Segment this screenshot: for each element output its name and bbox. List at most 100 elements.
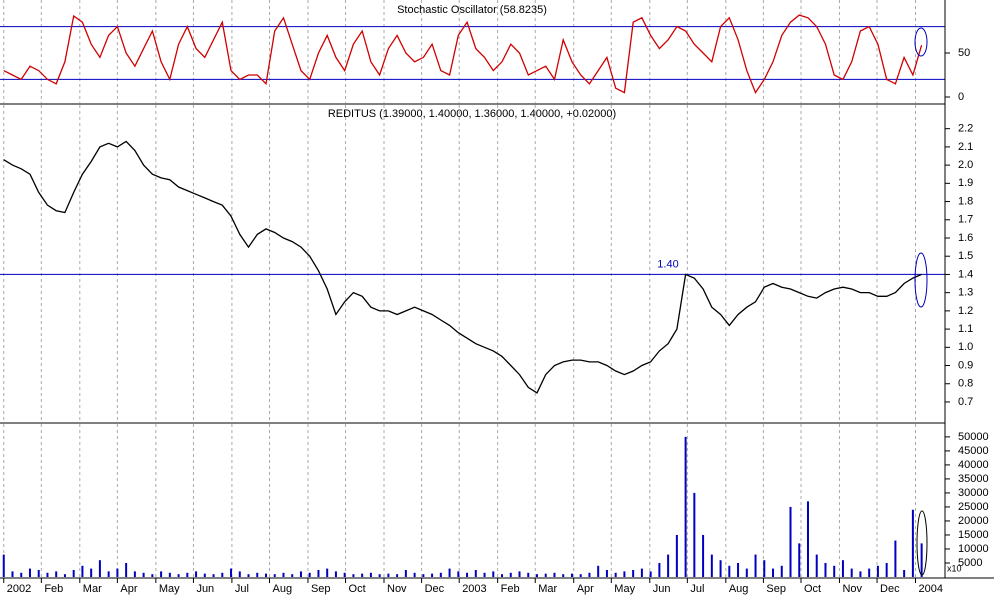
highlight-ellipse — [916, 510, 928, 576]
reference-label: 1.40 — [657, 258, 678, 270]
volume-bar — [894, 540, 897, 577]
volume-bar — [885, 562, 888, 577]
y-tick-label: 1.6 — [958, 232, 973, 244]
y-tick-label: 0.7 — [958, 396, 973, 408]
annotation: x10 — [947, 563, 962, 573]
volume-bar — [570, 573, 573, 577]
volume-bar — [107, 571, 110, 577]
panel-title: Stochastic Oscillator (58.8235) — [397, 4, 547, 16]
volume-bar — [212, 574, 215, 577]
volume-bar — [46, 572, 49, 577]
volume-bar — [920, 543, 923, 577]
volume-bar — [334, 571, 337, 577]
volume-bar — [518, 571, 521, 577]
volume-bar — [745, 568, 748, 577]
volume-bar — [684, 436, 687, 577]
volume-bar — [702, 534, 705, 577]
volume-bar — [649, 571, 652, 577]
volume-bar — [2, 554, 5, 577]
volume-bar — [737, 562, 740, 577]
mark-layer — [2, 14, 923, 577]
y-tick-label: 50000 — [958, 431, 989, 443]
volume-bar — [265, 573, 267, 577]
y-tick-label: 1.2 — [958, 305, 973, 317]
x-tick-label: Jun — [196, 583, 214, 595]
y-tick-label: 0.9 — [958, 359, 973, 371]
volume-bar — [492, 571, 495, 577]
volume-bar — [501, 574, 504, 577]
volume-bar — [369, 572, 372, 577]
volume-bar — [142, 572, 145, 577]
volume-bar — [824, 562, 827, 577]
y-tick-label: 1.8 — [958, 195, 973, 207]
volume-bar — [457, 571, 460, 577]
volume-bar — [772, 568, 775, 577]
x-tick-label: Apr — [577, 583, 594, 595]
x-tick-label: Aug — [272, 583, 292, 595]
volume-bar — [317, 569, 320, 577]
x-tick-label: Aug — [729, 583, 749, 595]
y-tick-label: 1.5 — [958, 250, 973, 262]
volume-bar — [28, 568, 31, 577]
x-tick-label: Jul — [690, 583, 704, 595]
grid-layer — [0, 0, 945, 577]
y-tick-label: 50 — [958, 47, 970, 59]
x-tick-label: Sep — [311, 583, 331, 595]
x-tick-label: Mar — [83, 583, 102, 595]
volume-bar — [326, 568, 329, 577]
volume-bar — [448, 568, 451, 577]
x-tick-label: Sep — [766, 583, 786, 595]
volume-bar — [151, 574, 154, 577]
volume-bar — [299, 571, 302, 577]
volume-bar — [553, 572, 556, 577]
volume-bar — [763, 560, 766, 577]
y-tick-label: 40000 — [958, 459, 989, 471]
x-tick-label: Dec — [880, 583, 900, 595]
y-tick-label: 2.2 — [958, 123, 973, 135]
volume-bar — [378, 574, 381, 577]
volume-bar — [195, 571, 198, 577]
y-tick-label: 0.8 — [958, 378, 973, 390]
volume-bar — [868, 568, 871, 577]
volume-bar — [562, 574, 565, 577]
x-tick-label: May — [614, 583, 635, 595]
x-tick-label: Feb — [501, 583, 520, 595]
volume-bar — [168, 572, 171, 577]
volume-bar — [221, 572, 224, 577]
y-tick-label: 45000 — [958, 445, 989, 457]
y-tick-label: 25000 — [958, 501, 989, 513]
volume-bar — [72, 569, 75, 577]
y-tick-label: 30000 — [958, 487, 989, 499]
x-tick-label: Apr — [120, 583, 137, 595]
x-tick-label: Jun — [653, 583, 671, 595]
y-tick-label: 2.0 — [958, 159, 973, 171]
x-tick-label: Mar — [538, 583, 557, 595]
volume-bar — [474, 569, 477, 577]
volume-bar — [535, 574, 538, 577]
volume-bar — [116, 568, 119, 577]
price-line — [3, 140, 922, 394]
y-tick-label: 1.0 — [958, 341, 973, 353]
volume-bar — [815, 554, 818, 577]
volume-bar — [98, 560, 101, 577]
y-tick-label: 1.7 — [958, 214, 973, 226]
volume-bar — [798, 543, 801, 577]
volume-bar — [806, 501, 809, 577]
volume-bar — [693, 492, 696, 577]
y-tick-label: 2.1 — [958, 141, 973, 153]
volume-bar — [876, 565, 879, 577]
y-tick-label: 20000 — [958, 515, 989, 527]
volume-bar — [133, 571, 136, 577]
volume-bar — [387, 573, 390, 577]
volume-bar — [632, 569, 635, 577]
y-tick-label: 1.4 — [958, 268, 973, 280]
volume-bar — [55, 571, 58, 577]
volume-bar — [466, 572, 469, 577]
volume-bar — [667, 554, 670, 577]
x-tick-label: Jul — [235, 583, 249, 595]
y-tick-label: 35000 — [958, 473, 989, 485]
panel-title: REDITUS (1.39000, 1.40000, 1.36000, 1.40… — [328, 108, 616, 120]
volume-bar — [841, 560, 844, 577]
volume-bar — [125, 562, 128, 577]
